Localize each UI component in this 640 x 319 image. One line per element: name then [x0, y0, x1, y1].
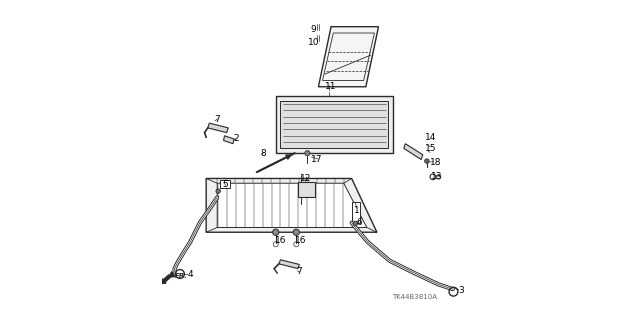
Polygon shape: [223, 136, 234, 144]
Text: 7: 7: [214, 115, 220, 124]
Text: 15: 15: [425, 144, 436, 153]
Text: 3: 3: [458, 286, 463, 295]
Polygon shape: [319, 27, 378, 87]
Text: FR.: FR.: [175, 273, 188, 279]
FancyArrow shape: [161, 275, 171, 284]
Polygon shape: [220, 180, 230, 188]
Polygon shape: [404, 144, 423, 160]
Circle shape: [293, 229, 300, 235]
Text: 11: 11: [325, 82, 337, 91]
Text: 8: 8: [260, 149, 266, 158]
Text: 16: 16: [295, 236, 307, 245]
Polygon shape: [279, 260, 300, 269]
Polygon shape: [206, 178, 377, 232]
Text: 12: 12: [300, 174, 312, 183]
Text: 7: 7: [296, 267, 302, 276]
Text: 6: 6: [356, 218, 362, 227]
Text: 17: 17: [311, 155, 323, 164]
Polygon shape: [217, 183, 367, 227]
Circle shape: [273, 229, 279, 235]
Polygon shape: [298, 182, 316, 197]
Polygon shape: [280, 101, 388, 148]
Polygon shape: [276, 96, 393, 153]
Text: 2: 2: [234, 134, 239, 144]
Text: 9: 9: [311, 25, 317, 34]
Text: 10: 10: [308, 38, 319, 47]
Circle shape: [353, 221, 358, 226]
Text: 14: 14: [425, 133, 436, 142]
Text: 13: 13: [431, 172, 443, 182]
Circle shape: [216, 189, 220, 193]
Polygon shape: [208, 123, 228, 133]
Polygon shape: [351, 202, 360, 223]
Circle shape: [425, 159, 429, 163]
Text: TK44B3810A: TK44B3810A: [392, 294, 437, 300]
Text: 16: 16: [275, 236, 286, 245]
Text: 1: 1: [353, 206, 359, 215]
Circle shape: [305, 151, 310, 156]
Text: 5: 5: [222, 180, 228, 189]
Text: 4: 4: [188, 271, 193, 279]
Text: 18: 18: [429, 158, 441, 167]
